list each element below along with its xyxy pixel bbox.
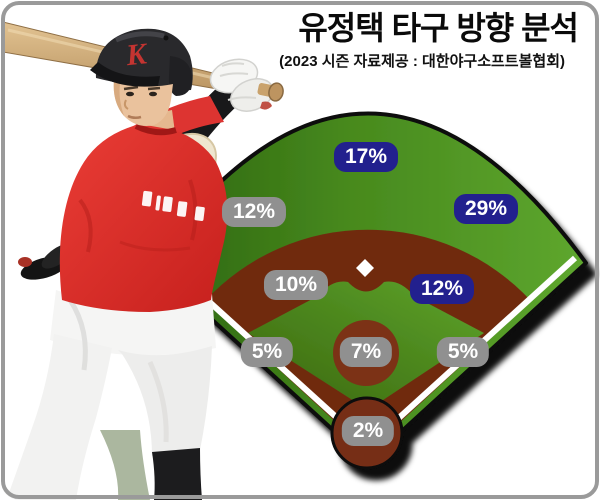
helmet-brim bbox=[90, 62, 160, 87]
batter-face bbox=[113, 80, 173, 126]
zone-badge-shallow-right-center: 12% bbox=[409, 274, 475, 304]
zone-badge-up-the-middle: 7% bbox=[339, 337, 393, 367]
zone-badge-home-plate-area: 2% bbox=[341, 416, 395, 446]
bat-knob bbox=[257, 82, 284, 102]
page-subtitle: (2023 시즌 자료제공 : 대한야구소프트볼협회) bbox=[279, 52, 565, 70]
zone-badge-first-base-side: 5% bbox=[436, 337, 490, 367]
zone-badge-third-base-side: 5% bbox=[240, 337, 294, 367]
zone-badge-shallow-left-center: 10% bbox=[263, 270, 329, 300]
page-title: 유정택 타구 방향 분석 bbox=[298, 10, 579, 46]
header: 유정택 타구 방향 분석 (2023 시즌 자료제공 : 대한야구소프트볼협회) bbox=[279, 10, 579, 71]
pants bbox=[0, 290, 216, 500]
zone-badge-right-field: 29% bbox=[453, 194, 519, 224]
jersey bbox=[59, 123, 228, 312]
zone-badge-left-field: 12% bbox=[221, 197, 287, 227]
zone-badge-center-field: 17% bbox=[333, 142, 399, 172]
second-base-icon bbox=[356, 259, 374, 277]
sock bbox=[152, 448, 202, 500]
jersey-lettering bbox=[141, 190, 205, 222]
